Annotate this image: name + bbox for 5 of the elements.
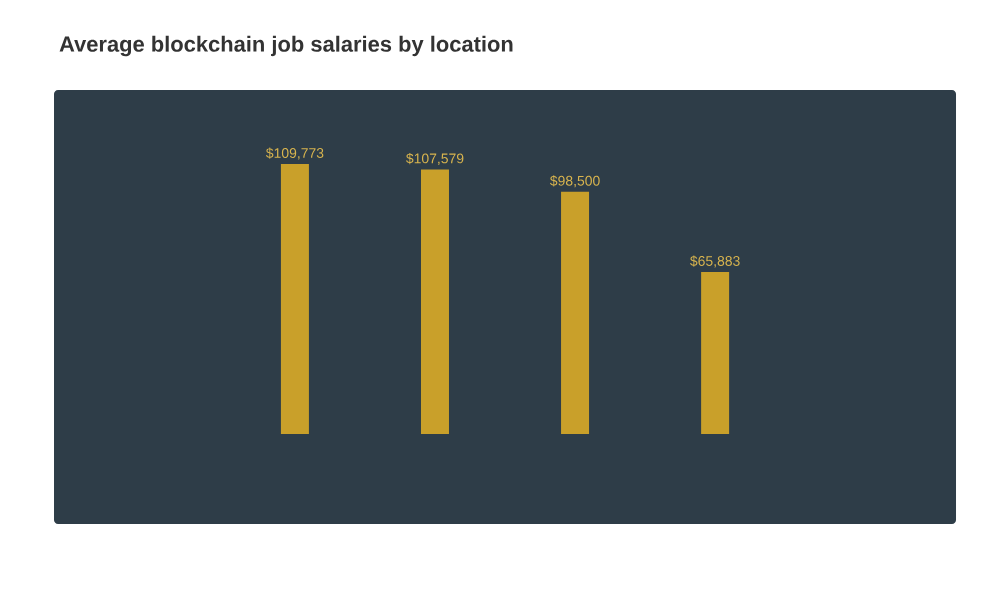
bar: [701, 271, 730, 434]
bar: [280, 164, 309, 434]
bar: [420, 169, 449, 434]
bar: [561, 191, 590, 434]
chart-title: Average blockchain job salaries by location: [59, 35, 513, 57]
